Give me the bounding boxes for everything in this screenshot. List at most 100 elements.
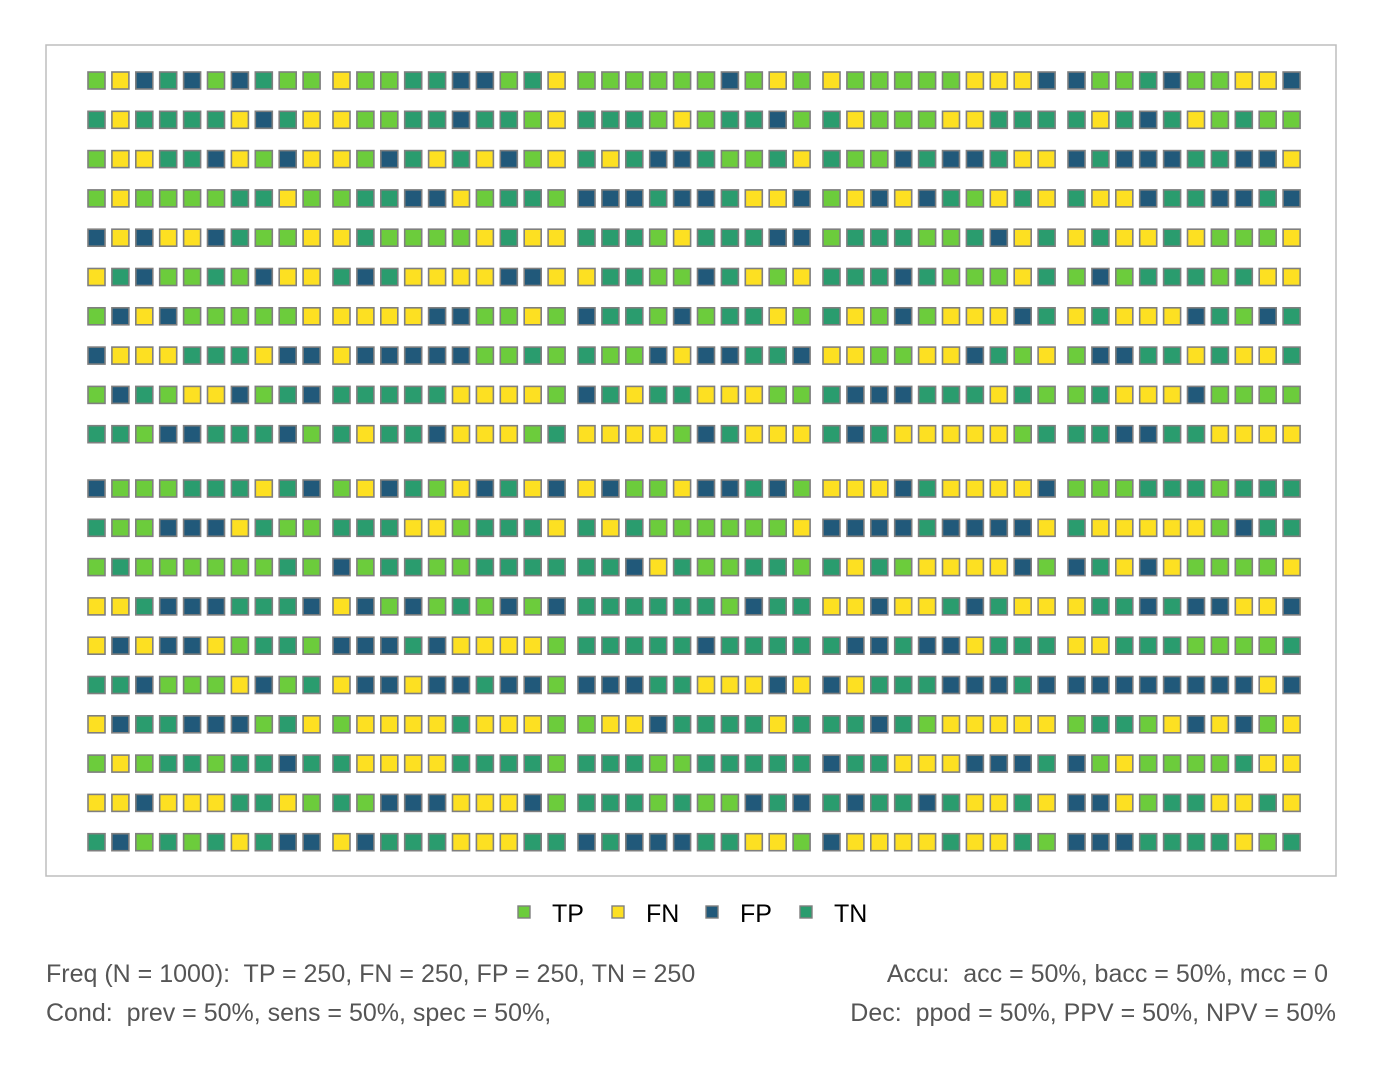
cell-tp — [547, 754, 566, 773]
cell-tn — [1162, 110, 1182, 130]
cell-tn — [989, 636, 1009, 656]
cell-fp — [379, 479, 399, 498]
cell-tp — [1067, 714, 1086, 734]
cell-tn — [158, 149, 178, 169]
cell-tn — [768, 597, 788, 616]
cell-tp — [648, 793, 668, 813]
cell-tp — [206, 71, 226, 90]
cell-tp — [577, 714, 596, 734]
cell-tn — [111, 424, 130, 444]
cell-tp — [1067, 385, 1086, 405]
cell-tp — [917, 714, 937, 734]
cell-fp — [182, 597, 202, 616]
cell-fn — [499, 714, 519, 734]
cell-tn — [1186, 189, 1206, 208]
cell-fn — [965, 714, 985, 734]
cell-fp — [1234, 149, 1254, 169]
cell-fn — [1013, 71, 1033, 90]
cell-tn — [917, 149, 937, 169]
cell-tn — [206, 479, 226, 498]
cell-tp — [475, 189, 495, 208]
cell-tp — [332, 189, 351, 208]
cell-fp — [624, 832, 644, 852]
cell-fp — [1186, 385, 1206, 405]
cell-fn — [846, 189, 865, 208]
cell-tn — [111, 557, 130, 577]
cell-tp — [1138, 714, 1158, 734]
cell-tn — [1162, 424, 1182, 444]
cell-fn — [182, 385, 202, 405]
cell-fp — [965, 149, 985, 169]
cell-tp — [792, 110, 811, 130]
cell-fn — [302, 267, 321, 287]
cell-fn — [451, 832, 471, 852]
cell-fn — [499, 793, 519, 813]
cell-tp — [475, 306, 495, 326]
cell-tn — [624, 306, 644, 326]
cell-fn — [941, 754, 961, 773]
cell-fp — [427, 189, 447, 208]
cell-fp — [379, 793, 399, 813]
cell-tn — [499, 479, 519, 498]
cell-fn — [206, 385, 226, 405]
cell-fp — [1067, 557, 1086, 577]
cell-tn — [403, 479, 423, 498]
cell-fp — [111, 385, 130, 405]
cell-fp — [523, 793, 543, 813]
cell-fn — [87, 636, 106, 656]
cell-tn — [254, 597, 274, 616]
cell-fn — [475, 385, 495, 405]
cell-fn — [624, 714, 644, 734]
cell-tn — [427, 110, 447, 130]
cell-fn — [475, 636, 495, 656]
cell-fn — [302, 228, 321, 247]
cell-fp — [577, 832, 596, 852]
cell-fn — [1234, 71, 1254, 90]
cell-tp — [254, 557, 274, 577]
cell-tn — [427, 71, 447, 90]
cell-tp — [1258, 110, 1277, 130]
cell-tn — [672, 675, 692, 695]
cell-fn — [475, 149, 495, 169]
cell-tp — [1013, 424, 1033, 444]
cell-tn — [547, 424, 566, 444]
cell-tn — [379, 424, 399, 444]
cell-tn — [744, 636, 764, 656]
cell-tp — [1258, 714, 1277, 734]
cell-tp — [547, 306, 566, 326]
cell-fn — [744, 267, 764, 287]
cell-tn — [917, 479, 937, 498]
cell-tp — [1234, 228, 1254, 247]
cell-fn — [1091, 636, 1110, 656]
cell-tn — [792, 714, 811, 734]
cell-tn — [941, 832, 961, 852]
cell-tn — [1210, 306, 1230, 326]
cell-tn — [1013, 832, 1033, 852]
cell-tp — [302, 793, 321, 813]
cell-tn — [427, 385, 447, 405]
cell-fp — [1013, 306, 1033, 326]
cell-tn — [182, 149, 202, 169]
cell-tn — [403, 149, 423, 169]
cell-tn — [475, 675, 495, 695]
cell-fp — [278, 754, 298, 773]
cell-fn — [672, 479, 692, 498]
cell-tn — [111, 675, 130, 695]
cell-tp — [547, 385, 566, 405]
cell-tn — [87, 518, 106, 538]
cell-tp — [1186, 754, 1206, 773]
cell-fp — [648, 832, 668, 852]
cell-tn — [1138, 832, 1158, 852]
cell-fn — [965, 110, 985, 130]
cell-tp — [822, 189, 841, 208]
cell-tp — [135, 189, 154, 208]
cell-tn — [577, 793, 596, 813]
cell-fp — [135, 71, 154, 90]
cell-fp — [403, 189, 423, 208]
cell-fn — [135, 149, 154, 169]
cell-tn — [822, 424, 841, 444]
cell-tp — [547, 714, 566, 734]
cell-fp — [989, 675, 1009, 695]
cell-fn — [893, 189, 913, 208]
cell-tn — [332, 793, 351, 813]
